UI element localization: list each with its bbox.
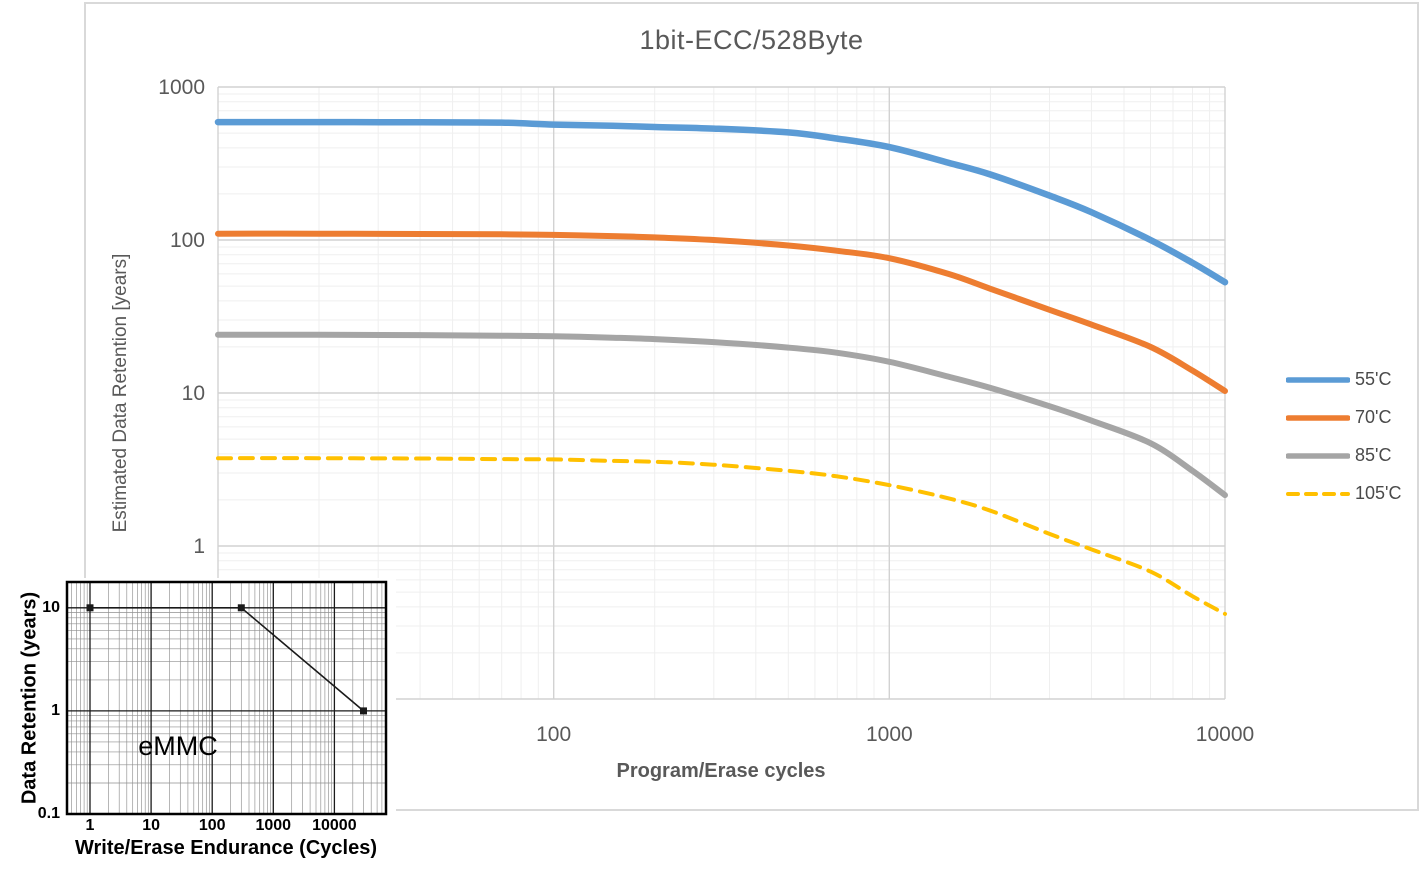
legend-label: 70'C (1355, 407, 1392, 427)
inset-x-tick-label: 1000 (255, 817, 292, 834)
main-y-axis-title: Estimated Data Retention [years] (110, 253, 131, 533)
legend: 55'C 70'C 85'C 105'C (1286, 369, 1401, 504)
main-x-axis-title: Program/Erase cycles (616, 760, 826, 782)
inset-x-tick-label: 10000 (312, 817, 357, 834)
inset-y-tick-label: 0.1 (37, 805, 60, 822)
legend-item-105'C: 105'C (1286, 483, 1401, 504)
inset-y-axis-title: Data Retention (years) (18, 591, 41, 805)
legend-swatch-55'C (1286, 376, 1350, 383)
inset-x-tick-label: 1 (85, 817, 95, 834)
legend-item-55'C: 55'C (1286, 369, 1401, 390)
inset-x-tick-label: 100 (198, 817, 226, 834)
legend-label: 55'C (1355, 369, 1392, 389)
legend-swatch-105'C (1286, 491, 1350, 496)
inset-annotation-emmc: eMMC (138, 731, 218, 761)
legend-label: 85'C (1355, 445, 1392, 465)
legend-swatch-85'C (1286, 452, 1350, 459)
legend-label: 105'C (1355, 483, 1402, 503)
legend-item-70'C: 70'C (1286, 407, 1401, 428)
inset-x-axis-title: Write/Erase Endurance (Cycles) (75, 837, 377, 859)
legend-swatch-70'C (1286, 414, 1350, 421)
inset-x-tick-label: 10 (142, 817, 160, 834)
legend-item-85'C: 85'C (1286, 445, 1401, 466)
chart-title: 1bit-ECC/528Byte (639, 25, 864, 55)
main-chart-frame (84, 2, 1419, 811)
